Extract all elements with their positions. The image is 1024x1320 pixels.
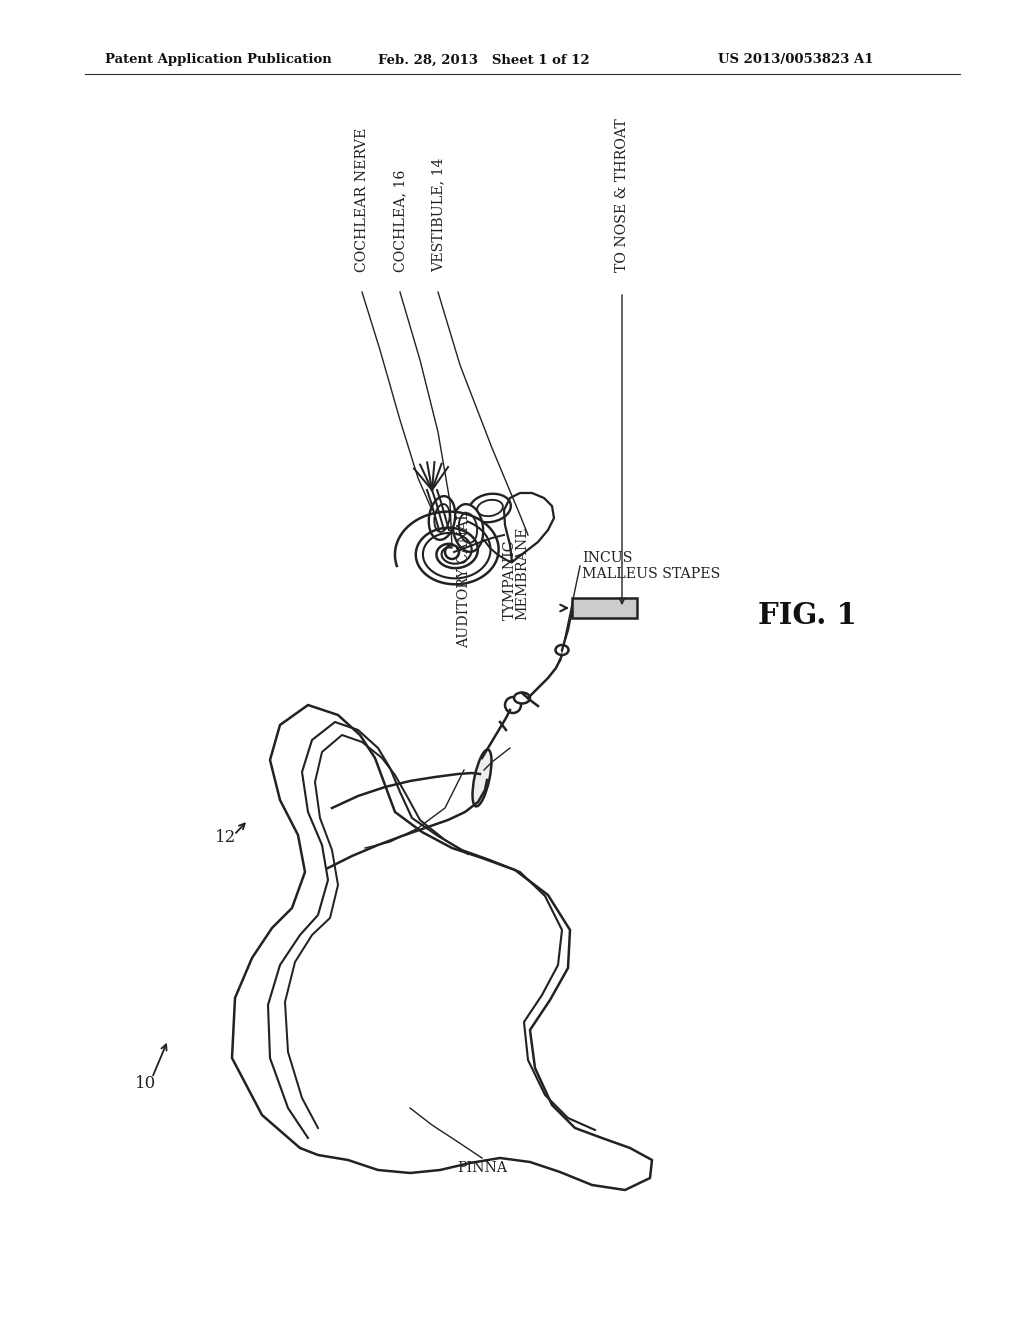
Circle shape — [505, 697, 521, 713]
Text: FIG. 1: FIG. 1 — [758, 601, 857, 630]
Text: VESTIBULE, 14: VESTIBULE, 14 — [431, 157, 445, 272]
Text: INCUS: INCUS — [582, 550, 633, 565]
Ellipse shape — [477, 500, 503, 516]
Text: AUDITORY CANAL: AUDITORY CANAL — [457, 511, 471, 648]
Text: US 2013/0053823 A1: US 2013/0053823 A1 — [718, 54, 873, 66]
Ellipse shape — [514, 693, 530, 704]
Text: Feb. 28, 2013   Sheet 1 of 12: Feb. 28, 2013 Sheet 1 of 12 — [378, 54, 590, 66]
Ellipse shape — [453, 504, 483, 552]
Ellipse shape — [472, 750, 492, 807]
Ellipse shape — [555, 645, 568, 655]
Circle shape — [445, 545, 459, 558]
Text: MEMBRANE: MEMBRANE — [515, 527, 529, 620]
Text: MALLEUS STAPES: MALLEUS STAPES — [582, 568, 720, 581]
Text: PINNA: PINNA — [457, 1162, 507, 1175]
Ellipse shape — [429, 496, 456, 540]
Ellipse shape — [434, 504, 450, 532]
Text: 10: 10 — [135, 1074, 157, 1092]
Text: TYMPANIC: TYMPANIC — [503, 540, 517, 620]
Text: COCHLEA, 16: COCHLEA, 16 — [393, 170, 407, 272]
Ellipse shape — [469, 494, 511, 523]
Bar — [572, 598, 637, 618]
Text: Patent Application Publication: Patent Application Publication — [105, 54, 332, 66]
Text: 12: 12 — [215, 829, 237, 846]
Text: COCHLEAR NERVE: COCHLEAR NERVE — [355, 128, 369, 272]
Text: TO NOSE & THROAT: TO NOSE & THROAT — [615, 119, 629, 272]
Ellipse shape — [459, 513, 477, 543]
